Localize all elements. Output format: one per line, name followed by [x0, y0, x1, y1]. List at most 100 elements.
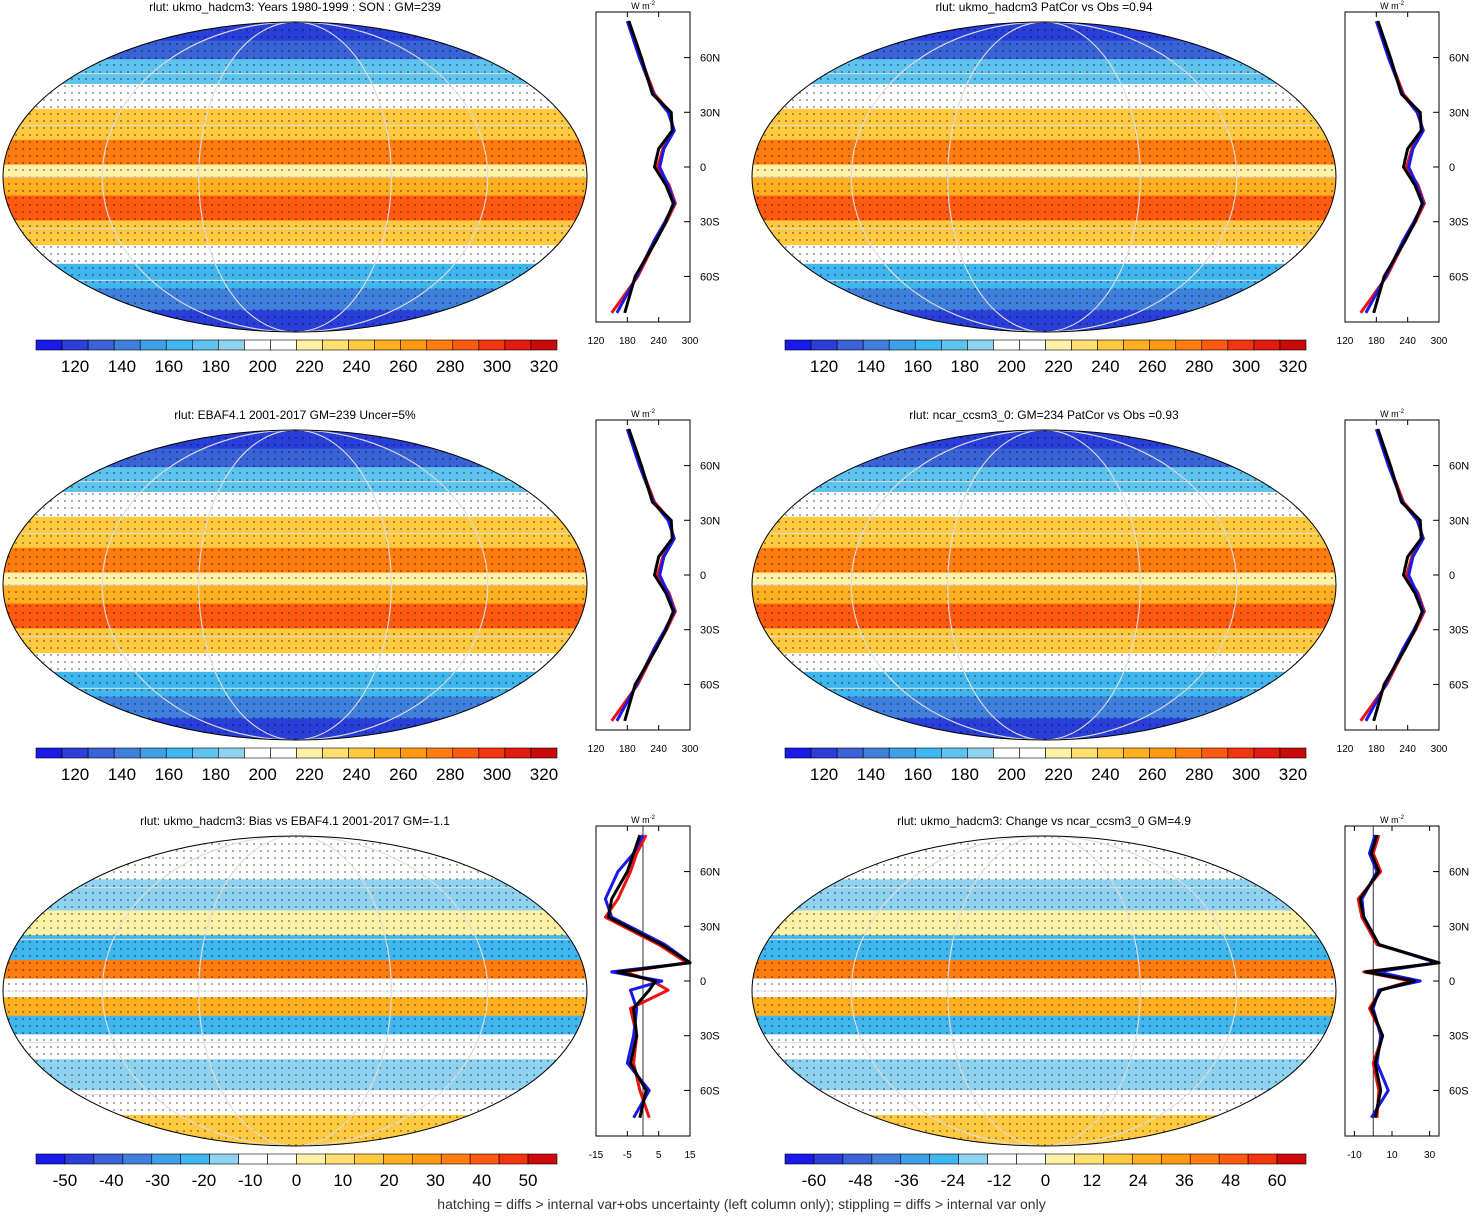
zonal-profile: W m-2 120 180 240 300 60N 30N 0 30S 60S — [1337, 1, 1470, 347]
profile-unit: W m-2 — [631, 409, 655, 419]
colorbar-swatch — [87, 747, 115, 759]
profile-xtick-label: -10 — [1347, 1150, 1362, 1161]
colorbar-swatch — [1103, 1153, 1133, 1165]
colorbar-tick-label: 220 — [1044, 357, 1072, 376]
colorbar-tick-label: 240 — [342, 765, 370, 784]
colorbar-swatch — [900, 1153, 931, 1165]
colorbar-swatch — [958, 1153, 988, 1165]
colorbar-tick-label: 48 — [1221, 1171, 1240, 1190]
colorbar-tick-label: 320 — [530, 357, 558, 376]
colorbar-tick-label: 120 — [61, 765, 89, 784]
colorbar-swatch — [941, 339, 968, 351]
profile-ylabel: 0 — [1449, 570, 1455, 582]
colorbar-swatch — [244, 747, 271, 759]
profile-series-line — [1364, 20, 1425, 314]
colorbar-swatch — [244, 339, 271, 351]
graticule-line — [198, 430, 392, 740]
map-outline — [751, 21, 1337, 333]
colorbar: -50 -40 -30 -20 -10 0 10 20 30 40 50 — [35, 1153, 558, 1190]
profile-series-line — [1372, 20, 1424, 314]
zonal-profile: W m-2 120 180 240 300 60N 30N 0 30S 60S — [1337, 409, 1470, 755]
colorbar-swatch — [165, 747, 193, 759]
colorbar-swatch — [1175, 747, 1203, 759]
profile-unit: W m-2 — [1380, 409, 1404, 419]
profile-xtick-label: 240 — [650, 744, 667, 755]
colorbar-swatch — [929, 1153, 959, 1165]
colorbar-swatch — [139, 747, 167, 759]
colorbar: 120 140 160 180 200 220 240 260 280 300 320 — [784, 339, 1307, 376]
profile-ylabel: 0 — [700, 976, 706, 988]
profile-series-line — [1364, 428, 1425, 722]
colorbar-tick-label: 180 — [202, 357, 230, 376]
colorbar-tick-label: 40 — [472, 1171, 491, 1190]
profile-unit: W m-2 — [631, 815, 655, 825]
colorbar-swatch — [469, 1153, 500, 1165]
colorbar-swatch — [426, 339, 454, 351]
colorbar-tick-label: 36 — [1175, 1171, 1194, 1190]
profile-ylabel: 30S — [1449, 625, 1469, 637]
colorbar-tick-label: 260 — [1138, 765, 1166, 784]
colorbar-swatch — [192, 747, 219, 759]
colorbar-tick-label: 140 — [857, 765, 885, 784]
colorbar-tick-label: 300 — [1232, 357, 1260, 376]
profile-xtick-label: 30 — [1424, 1150, 1436, 1161]
graticule-line — [947, 22, 1141, 332]
profile-xtick-label: 120 — [588, 744, 605, 755]
panel-5: rlut: ukmo_hadcm3: Bias vs EBAF4.1 2001-… — [0, 814, 741, 1219]
graticule-line — [947, 430, 1141, 740]
profile-ylabel: 30S — [700, 1031, 720, 1043]
colorbar-tick-label: 260 — [1138, 357, 1166, 376]
profile-ylabel: 30S — [700, 217, 720, 229]
colorbar-swatch — [478, 747, 506, 759]
colorbar-tick-label: 140 — [108, 765, 136, 784]
colorbar-swatch — [836, 339, 864, 351]
colorbar: 120 140 160 180 200 220 240 260 280 300 320 — [35, 339, 558, 376]
profile-series-line — [623, 20, 675, 314]
colorbar-swatch — [238, 1153, 268, 1165]
profile-xtick-label: 180 — [1368, 336, 1385, 347]
profile-ylabel: 60S — [700, 1085, 720, 1097]
colorbar-swatch — [383, 1153, 413, 1165]
panel-graphics: -50 -40 -30 -20 -10 0 10 20 30 40 50 W m-2 -15 -5 5 15 6… — [2, 815, 720, 1190]
colorbar-tick-label: 220 — [1044, 765, 1072, 784]
map-title: rlut: ncar_ccsm3_0: GM=234 PatCor vs Obs… — [909, 408, 1179, 422]
colorbar-tick-label: 160 — [155, 357, 183, 376]
colorbar-tick-label: -10 — [238, 1171, 263, 1190]
colorbar-swatch — [180, 1153, 210, 1165]
colorbar-swatch — [498, 1153, 529, 1165]
colorbar-swatch — [452, 339, 480, 351]
colorbar-swatch — [862, 339, 890, 351]
colorbar-swatch — [888, 339, 916, 351]
colorbar-swatch — [61, 339, 89, 351]
panel-1: rlut: ukmo_hadcm3: Years 1980-1999 : SON… — [0, 0, 741, 405]
colorbar-swatch — [400, 747, 428, 759]
colorbar-swatch — [426, 747, 454, 759]
profile-ylabel: 30S — [1449, 217, 1469, 229]
colorbar-swatch — [35, 747, 63, 759]
colorbar-swatch — [209, 1153, 239, 1165]
profile-ylabel: 0 — [700, 162, 706, 174]
colorbar-tick-label: -50 — [53, 1171, 78, 1190]
colorbar-swatch — [810, 339, 838, 351]
profile-unit: W m-2 — [1380, 1, 1404, 11]
colorbar-tick-label: 200 — [248, 357, 276, 376]
zonal-profile: W m-2 -10 10 30 60N 30N 0 30S 60S — [1344, 815, 1469, 1161]
colorbar-swatch — [322, 339, 349, 351]
colorbar-swatch — [165, 339, 193, 351]
colorbar-tick-label: 200 — [248, 765, 276, 784]
colorbar-swatch — [1276, 1153, 1307, 1165]
colorbar-swatch — [993, 339, 1020, 351]
colorbar-swatch — [1123, 747, 1150, 759]
colorbar-swatch — [218, 339, 245, 351]
colorbar-tick-label: 30 — [426, 1171, 445, 1190]
profile-series-line — [615, 428, 676, 722]
profile-xtick-label: 240 — [1399, 744, 1416, 755]
panel-graphics: 120 140 160 180 200 220 240 260 280 300 320 W m-2 12… — [751, 1, 1470, 376]
map-field — [3, 836, 587, 1146]
colorbar-swatch — [270, 339, 297, 351]
colorbar-swatch — [113, 747, 141, 759]
zonal-profile: W m-2 120 180 240 300 60N 30N 0 30S 60S — [588, 409, 721, 755]
profile-ylabel: 0 — [1449, 162, 1455, 174]
colorbar-tick-label: -12 — [987, 1171, 1012, 1190]
colorbar-tick-label: 300 — [483, 765, 511, 784]
